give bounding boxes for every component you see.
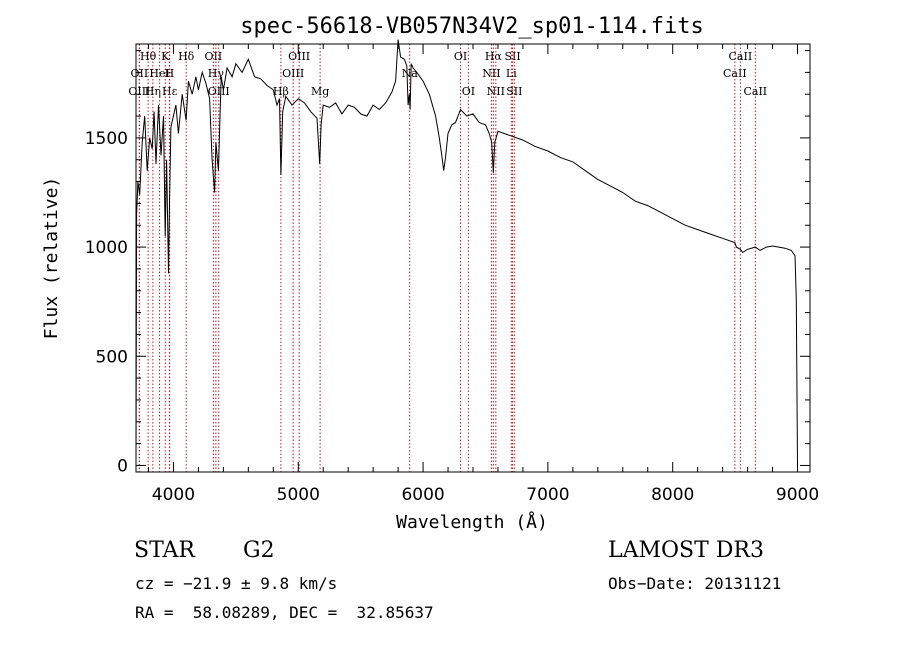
y-axis-label: Flux (relative) [41, 177, 62, 340]
line-marker-label-10: Hγ [208, 67, 225, 80]
line-marker-label-3: Hη [145, 85, 161, 98]
y-tick-label: 1000 [85, 238, 128, 258]
x-tick-label: 4000 [152, 485, 195, 505]
line-marker-label-25: CaII [723, 67, 747, 80]
line-marker-label-27: CaII [743, 85, 767, 98]
line-marker-label-26: CaII [729, 50, 753, 63]
y-tick-label: 0 [117, 456, 128, 476]
line-marker-label-20: NII [482, 67, 500, 80]
line-marker-label-6: Hε [162, 85, 178, 98]
x-tick-label: 8000 [651, 485, 694, 505]
line-marker-label-19: Hα [485, 50, 503, 63]
line-marker-label-7: H [165, 67, 175, 80]
line-marker-label-0: Hθ [140, 50, 157, 63]
line-marker-label-11: OIII [208, 85, 230, 98]
x-tick-label: 6000 [401, 485, 444, 505]
chart-title: spec-56618-VB057N34V2_sp01-114.fits [240, 14, 704, 39]
survey-label: LAMOST DR3 [608, 538, 764, 563]
object-subclass: G2 [243, 538, 275, 563]
line-marker-label-8: Hδ [178, 50, 195, 63]
line-marker-label-15: Mg [311, 85, 329, 98]
obs-date: Obs−Date: 20131121 [608, 574, 782, 593]
line-marker-label-23: Li [506, 67, 517, 80]
plot-frame [135, 43, 811, 473]
line-marker-label-12: Hβ [273, 85, 289, 98]
redshift-text: cz = −21.9 ± 9.8 km/s [135, 574, 338, 593]
line-marker-label-16: Na [402, 67, 419, 80]
spectrum-series-line [135, 39, 798, 466]
line-marker-label-24: SII [506, 85, 522, 98]
y-tick-label: 500 [96, 347, 128, 367]
line-marker-label-18: OI [462, 85, 475, 98]
line-marker-label-21: NII [487, 85, 505, 98]
line-marker-label-14: OIII [288, 50, 310, 63]
x-tick-label: 9000 [776, 485, 819, 505]
line-marker-label-9: OII [205, 50, 223, 63]
x-tick-label: 7000 [526, 485, 569, 505]
coordinates: RA = 58.08289, DEC = 32.85637 [135, 603, 434, 622]
line-marker-label-4: HeI [149, 67, 169, 80]
line-marker-label-22: SII [504, 50, 520, 63]
x-axis-label: Wavelength (Å) [396, 511, 548, 533]
line-marker-label-5: K [161, 50, 170, 63]
x-tick-label: 5000 [277, 485, 320, 505]
object-class: STAR [134, 538, 195, 563]
y-tick-label: 1500 [85, 129, 128, 149]
line-marker-label-2: OIII [128, 85, 150, 98]
line-marker-label-13: OIII [282, 67, 304, 80]
line-marker-label-17: OI [454, 50, 467, 63]
